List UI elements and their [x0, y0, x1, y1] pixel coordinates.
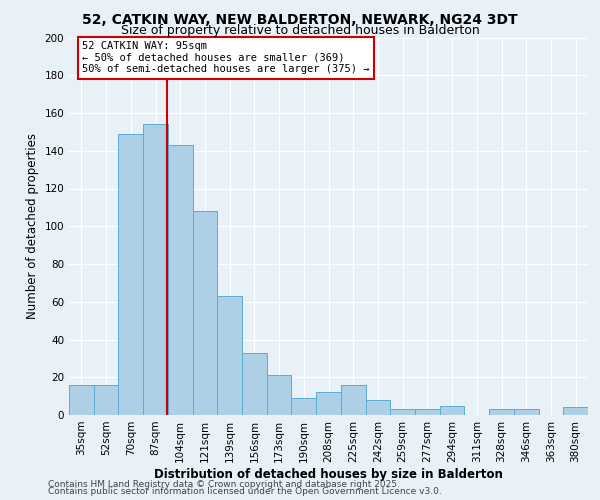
X-axis label: Distribution of detached houses by size in Balderton: Distribution of detached houses by size …: [154, 468, 503, 480]
Bar: [69, 385, 94, 415]
Bar: [415, 410, 440, 415]
Bar: [390, 410, 415, 415]
Text: Contains HM Land Registry data © Crown copyright and database right 2025.: Contains HM Land Registry data © Crown c…: [48, 480, 400, 489]
Bar: [94, 385, 118, 415]
Bar: [143, 124, 168, 415]
Bar: [514, 410, 539, 415]
Bar: [316, 392, 341, 415]
Y-axis label: Number of detached properties: Number of detached properties: [26, 133, 39, 320]
Bar: [193, 211, 217, 415]
Bar: [440, 406, 464, 415]
Bar: [267, 376, 292, 415]
Bar: [341, 385, 365, 415]
Bar: [242, 352, 267, 415]
Bar: [118, 134, 143, 415]
Text: 52 CATKIN WAY: 95sqm
← 50% of detached houses are smaller (369)
50% of semi-deta: 52 CATKIN WAY: 95sqm ← 50% of detached h…: [82, 42, 370, 74]
Bar: [217, 296, 242, 415]
Text: 52, CATKIN WAY, NEW BALDERTON, NEWARK, NG24 3DT: 52, CATKIN WAY, NEW BALDERTON, NEWARK, N…: [82, 12, 518, 26]
Bar: [365, 400, 390, 415]
Text: Contains public sector information licensed under the Open Government Licence v3: Contains public sector information licen…: [48, 487, 442, 496]
Text: Size of property relative to detached houses in Balderton: Size of property relative to detached ho…: [121, 24, 479, 37]
Bar: [489, 410, 514, 415]
Bar: [563, 408, 588, 415]
Bar: [292, 398, 316, 415]
Bar: [168, 145, 193, 415]
